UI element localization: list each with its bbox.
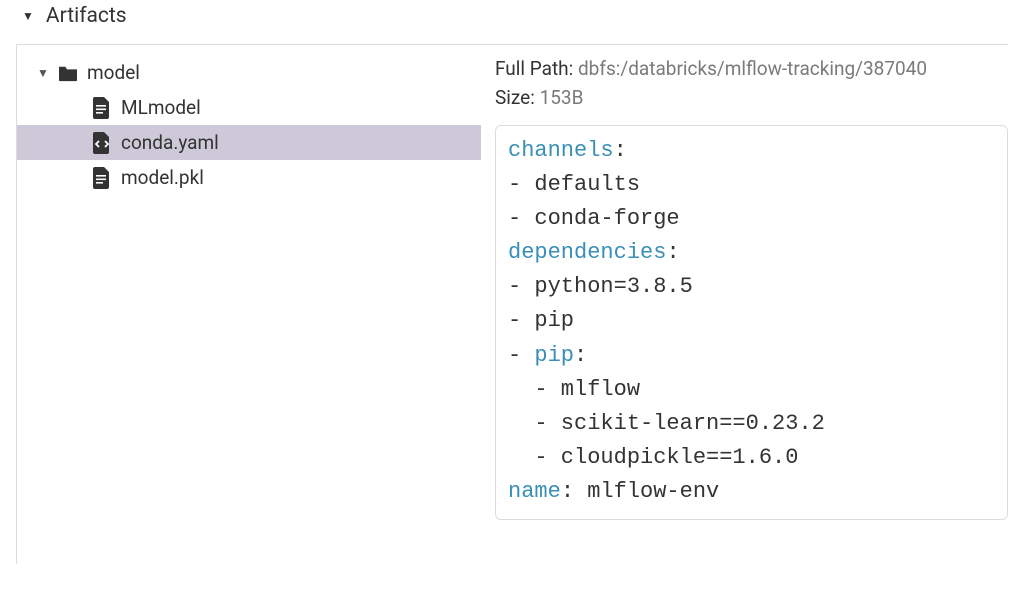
code-line: - pip: (508, 339, 995, 373)
size-value: 153B (540, 86, 584, 109)
full-path-label: Full Path: (495, 57, 578, 80)
caret-down-icon: ▼ (22, 9, 34, 23)
tree-file-label: model.pkl (121, 166, 204, 189)
artifacts-section-header[interactable]: ▼ Artifacts (0, 0, 1024, 44)
size-label: Size: (495, 86, 540, 109)
tree-folder-label: model (87, 61, 140, 84)
size-row: Size: 153B (495, 86, 1008, 109)
code-file-icon (91, 132, 113, 154)
caret-down-icon: ▼ (35, 66, 51, 80)
full-path-value: dbfs:/databricks/mlflow-tracking/387040 (578, 57, 927, 80)
tree-file-label: conda.yaml (121, 131, 219, 154)
tree-file-conda-yaml[interactable]: conda.yaml (17, 125, 481, 160)
file-icon (91, 167, 113, 189)
code-line: - pip (508, 304, 995, 338)
artifacts-panel: ▼ model MLmodel conda.yaml model.pkl (16, 44, 1008, 564)
code-line: - defaults (508, 168, 995, 202)
tree-file-label: MLmodel (121, 96, 201, 119)
code-line: - scikit-learn==0.23.2 (508, 407, 995, 441)
code-line: - cloudpickle==1.6.0 (508, 441, 995, 475)
file-content-viewer: channels:- defaults- conda-forgedependen… (495, 125, 1008, 520)
yaml-key: pip (534, 343, 574, 368)
yaml-key: name (508, 479, 561, 504)
file-icon (91, 97, 113, 119)
full-path-row: Full Path: dbfs:/databricks/mlflow-track… (495, 57, 1008, 80)
yaml-key: dependencies (508, 240, 666, 265)
code-line: channels: (508, 134, 995, 168)
tree-file-mlmodel[interactable]: MLmodel (17, 90, 481, 125)
folder-icon (57, 62, 79, 84)
code-line: dependencies: (508, 236, 995, 270)
yaml-key: channels (508, 138, 614, 163)
artifact-details: Full Path: dbfs:/databricks/mlflow-track… (481, 45, 1008, 564)
tree-folder-model[interactable]: ▼ model (17, 55, 481, 90)
artifact-tree: ▼ model MLmodel conda.yaml model.pkl (17, 45, 481, 564)
code-line: - conda-forge (508, 202, 995, 236)
tree-file-model-pkl[interactable]: model.pkl (17, 160, 481, 195)
section-title: Artifacts (46, 4, 127, 28)
code-line: - mlflow (508, 373, 995, 407)
code-line: - python=3.8.5 (508, 270, 995, 304)
code-line: name: mlflow-env (508, 475, 995, 509)
